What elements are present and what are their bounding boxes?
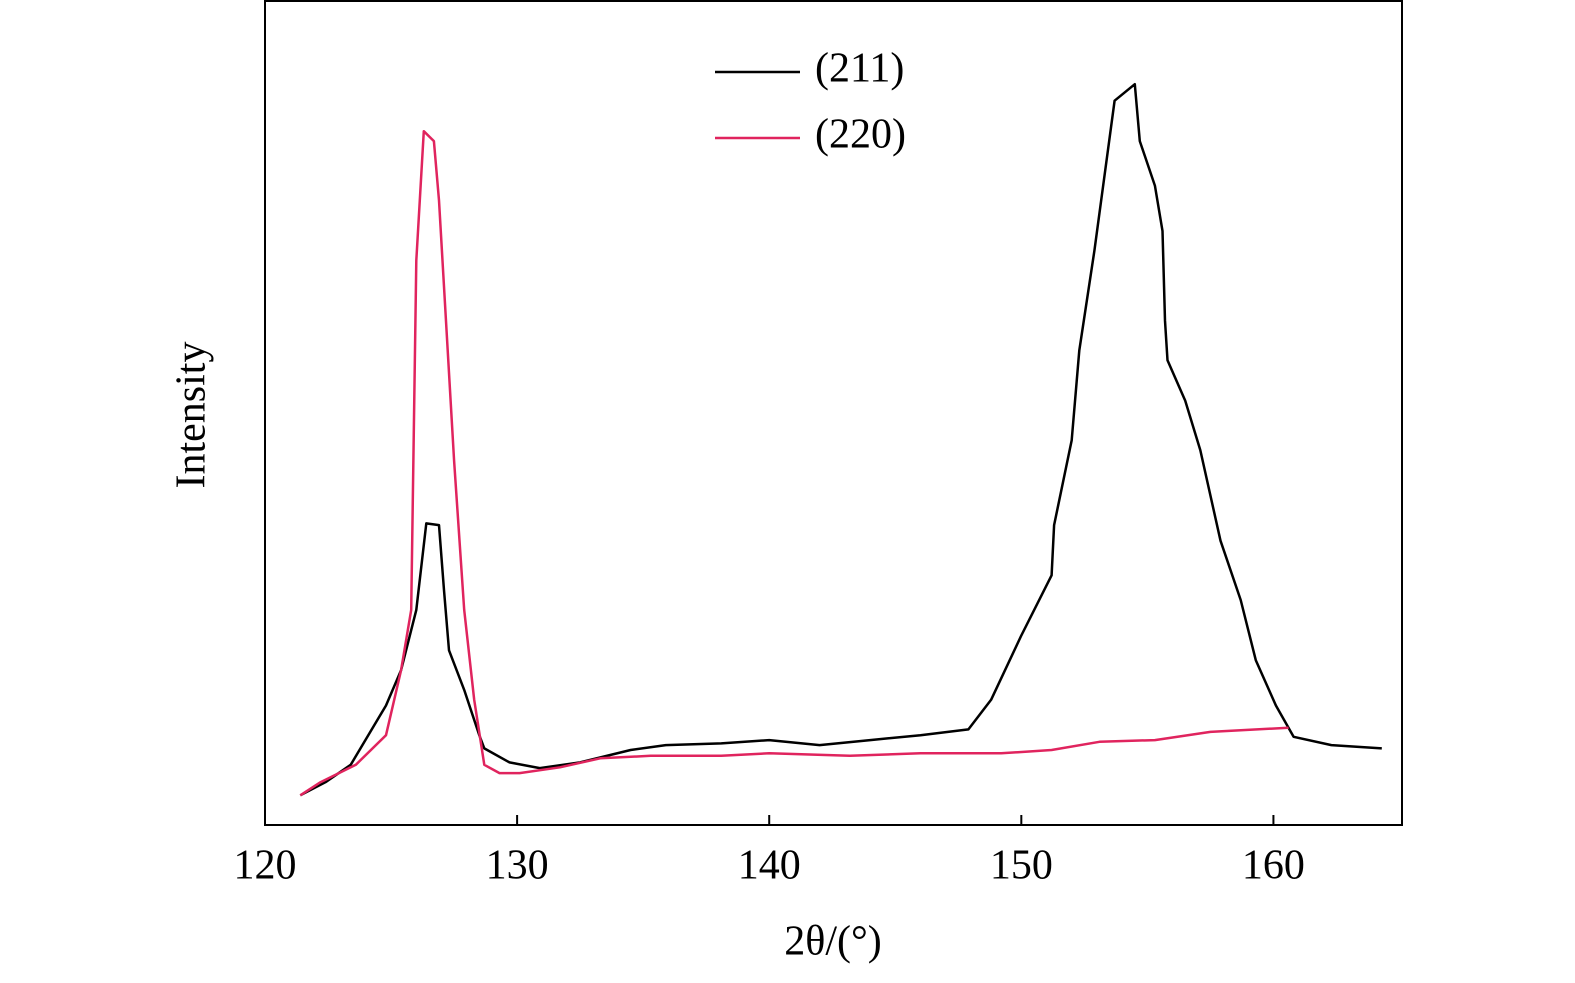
x-axis-label: 2θ/(°) <box>784 919 882 965</box>
x-tick-label: 140 <box>738 843 801 889</box>
x-tick-label: 130 <box>486 843 549 889</box>
x-tick-label: 120 <box>234 843 297 889</box>
data-line <box>299 82 1382 797</box>
legend-label: (211) <box>815 46 904 92</box>
y-axis-label: Intensity <box>169 342 215 489</box>
legend-label: (220) <box>815 112 906 158</box>
plot-frame <box>264 0 1403 826</box>
x-tick-label: 150 <box>990 843 1053 889</box>
data-line <box>299 129 1289 797</box>
x-tick-label: 160 <box>1242 843 1305 889</box>
